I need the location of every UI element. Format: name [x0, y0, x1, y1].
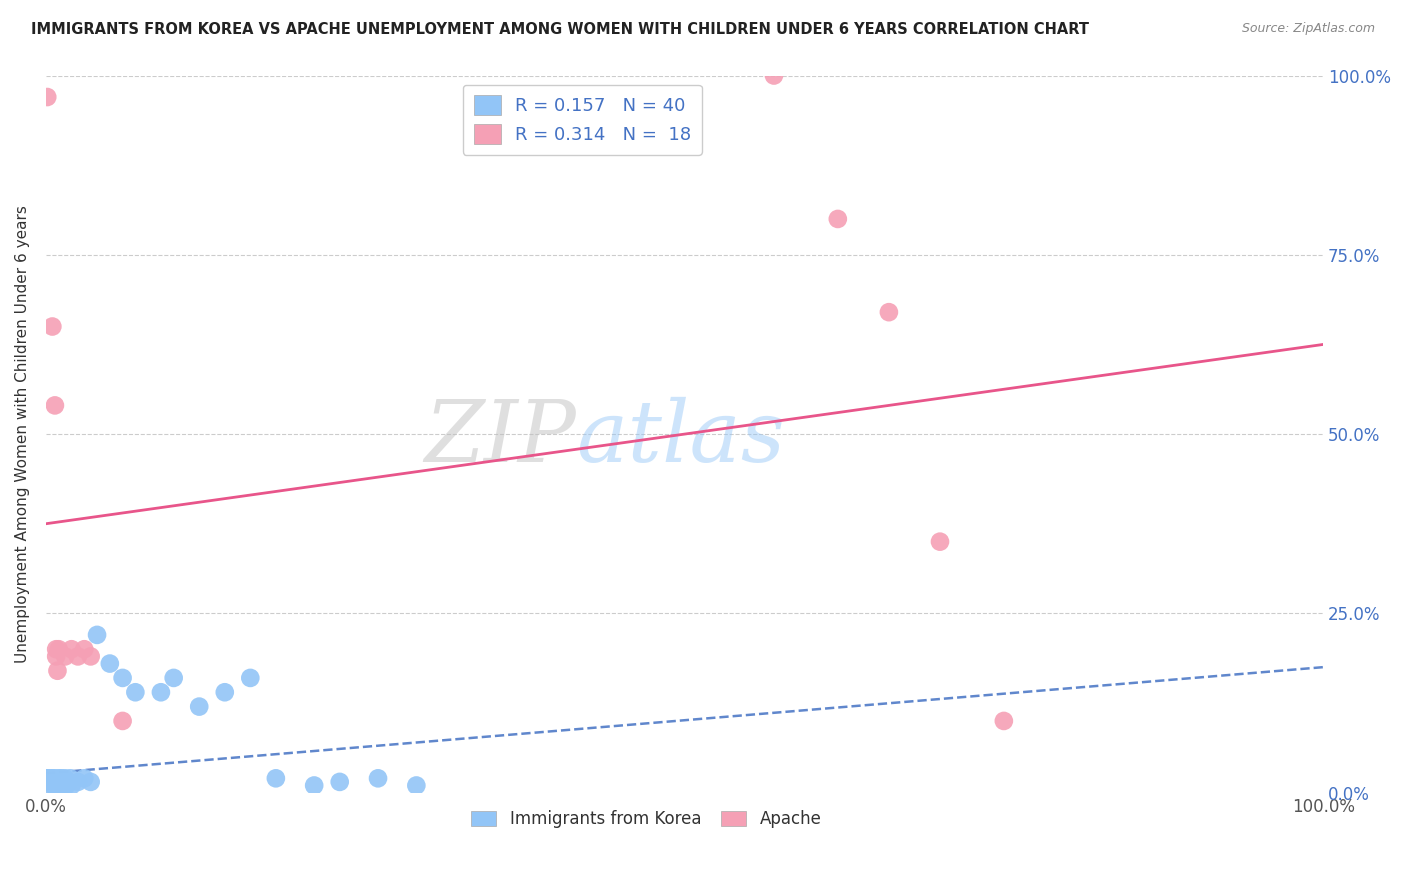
- Point: [163, 671, 186, 685]
- Point: [41, 319, 63, 334]
- Point: [66, 775, 89, 789]
- Point: [86, 628, 108, 642]
- Point: [59, 772, 82, 786]
- Point: [45, 642, 67, 657]
- Text: atlas: atlas: [576, 396, 785, 479]
- Point: [929, 534, 952, 549]
- Point: [46, 664, 69, 678]
- Point: [149, 685, 172, 699]
- Point: [762, 69, 785, 83]
- Point: [188, 699, 211, 714]
- Point: [53, 649, 76, 664]
- Point: [37, 90, 59, 104]
- Point: [111, 714, 134, 728]
- Y-axis label: Unemployment Among Women with Children Under 6 years: Unemployment Among Women with Children U…: [15, 205, 30, 663]
- Point: [367, 772, 389, 786]
- Point: [52, 779, 75, 793]
- Text: IMMIGRANTS FROM KOREA VS APACHE UNEMPLOYMENT AMONG WOMEN WITH CHILDREN UNDER 6 Y: IMMIGRANTS FROM KOREA VS APACHE UNEMPLOY…: [31, 22, 1088, 37]
- Point: [66, 649, 89, 664]
- Point: [58, 775, 80, 789]
- Point: [239, 671, 262, 685]
- Point: [45, 779, 67, 793]
- Point: [55, 779, 77, 793]
- Point: [73, 772, 96, 786]
- Point: [405, 779, 427, 793]
- Point: [52, 775, 75, 789]
- Point: [41, 775, 63, 789]
- Point: [73, 642, 96, 657]
- Point: [264, 772, 287, 786]
- Point: [38, 772, 60, 786]
- Point: [38, 779, 60, 793]
- Point: [60, 779, 83, 793]
- Point: [79, 649, 101, 664]
- Point: [44, 398, 66, 412]
- Point: [41, 772, 63, 786]
- Point: [124, 685, 146, 699]
- Point: [60, 642, 83, 657]
- Point: [46, 775, 69, 789]
- Point: [302, 779, 325, 793]
- Point: [56, 775, 79, 789]
- Point: [39, 775, 62, 789]
- Point: [44, 772, 66, 786]
- Point: [42, 779, 65, 793]
- Text: Source: ZipAtlas.com: Source: ZipAtlas.com: [1241, 22, 1375, 36]
- Point: [48, 642, 70, 657]
- Point: [827, 211, 849, 226]
- Point: [111, 671, 134, 685]
- Point: [993, 714, 1015, 728]
- Point: [877, 305, 900, 319]
- Point: [329, 775, 352, 789]
- Point: [37, 772, 59, 786]
- Point: [44, 775, 66, 789]
- Point: [35, 772, 58, 786]
- Point: [51, 772, 73, 786]
- Point: [98, 657, 121, 671]
- Point: [45, 649, 67, 664]
- Text: ZIP: ZIP: [425, 396, 576, 479]
- Point: [49, 779, 72, 793]
- Point: [53, 772, 76, 786]
- Point: [79, 775, 101, 789]
- Legend: Immigrants from Korea, Apache: Immigrants from Korea, Apache: [464, 803, 828, 835]
- Point: [48, 772, 70, 786]
- Point: [214, 685, 236, 699]
